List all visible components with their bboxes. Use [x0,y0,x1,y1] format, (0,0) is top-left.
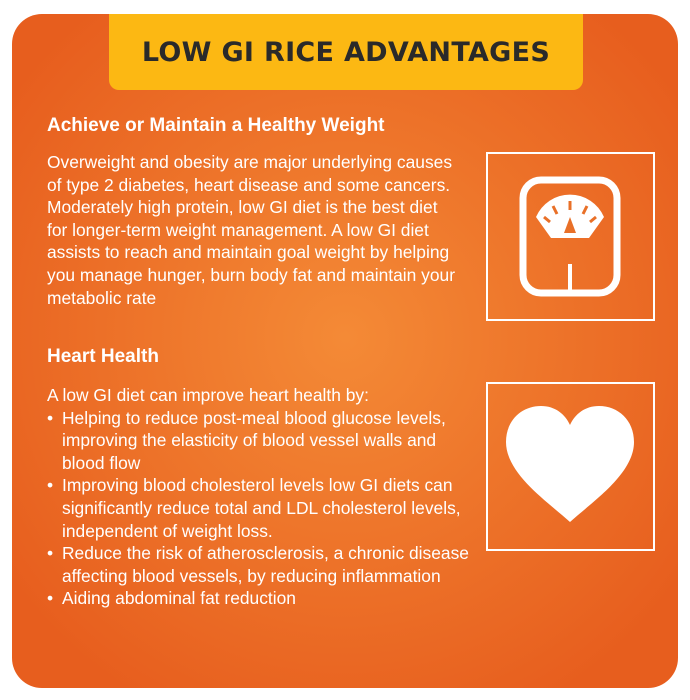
list-item: • Helping to reduce post-meal blood gluco… [47,407,446,473]
weighing-scale-icon [519,176,621,297]
weight-text-line: Overweight and obesity are major underly… [47,152,453,172]
list-item: • Reduce the risk of atherosclerosis, a c… [47,543,469,586]
weight-text-line: assists to reach and maintain goal weigh… [47,242,450,263]
heart-icon [506,406,634,522]
bullet-glyph: • [47,543,54,564]
list-item: • Improving blood cholesterol levels low … [47,475,461,541]
heart-intro: A low GI diet can improve heart health b… [47,385,369,405]
bullet-glyph: • [47,588,54,609]
weight-text-line: metabolic rate [47,287,157,308]
weight-section-heading: Achieve or Maintain a Healthy Weight [47,115,385,136]
heart-icon-box [486,382,655,551]
list-item: • Aiding abdominal fat reduction [47,588,296,609]
weighing-scale-icon-box [486,152,655,321]
weight-text-line: for longer-term weight management. A low… [47,219,429,240]
bullet-glyph: • [47,475,54,496]
banner-title: LOW GI RICE ADVANTAGES [141,36,551,68]
title-banner: LOW GI RICE ADVANTAGES [109,14,583,90]
weight-section-text: Overweight and obesity are major underly… [47,151,477,309]
heart-section-text: A low GI diet can improve heart health b… [47,384,475,610]
heart-bullet-list: • Helping to reduce post-meal blood gluco… [47,407,475,610]
info-card: LOW GI RICE ADVANTAGES Achieve or Mainta… [12,14,678,688]
weight-text-line: you manage hunger, burn body fat and mai… [47,264,455,285]
card-background [12,14,678,688]
heart-section-heading: Heart Health [47,346,159,367]
weight-text-line: Moderately high protein, low GI diet is … [47,197,438,218]
bullet-glyph: • [47,407,54,428]
weight-text-line: of type 2 diabetes, heart disease and so… [47,174,451,195]
